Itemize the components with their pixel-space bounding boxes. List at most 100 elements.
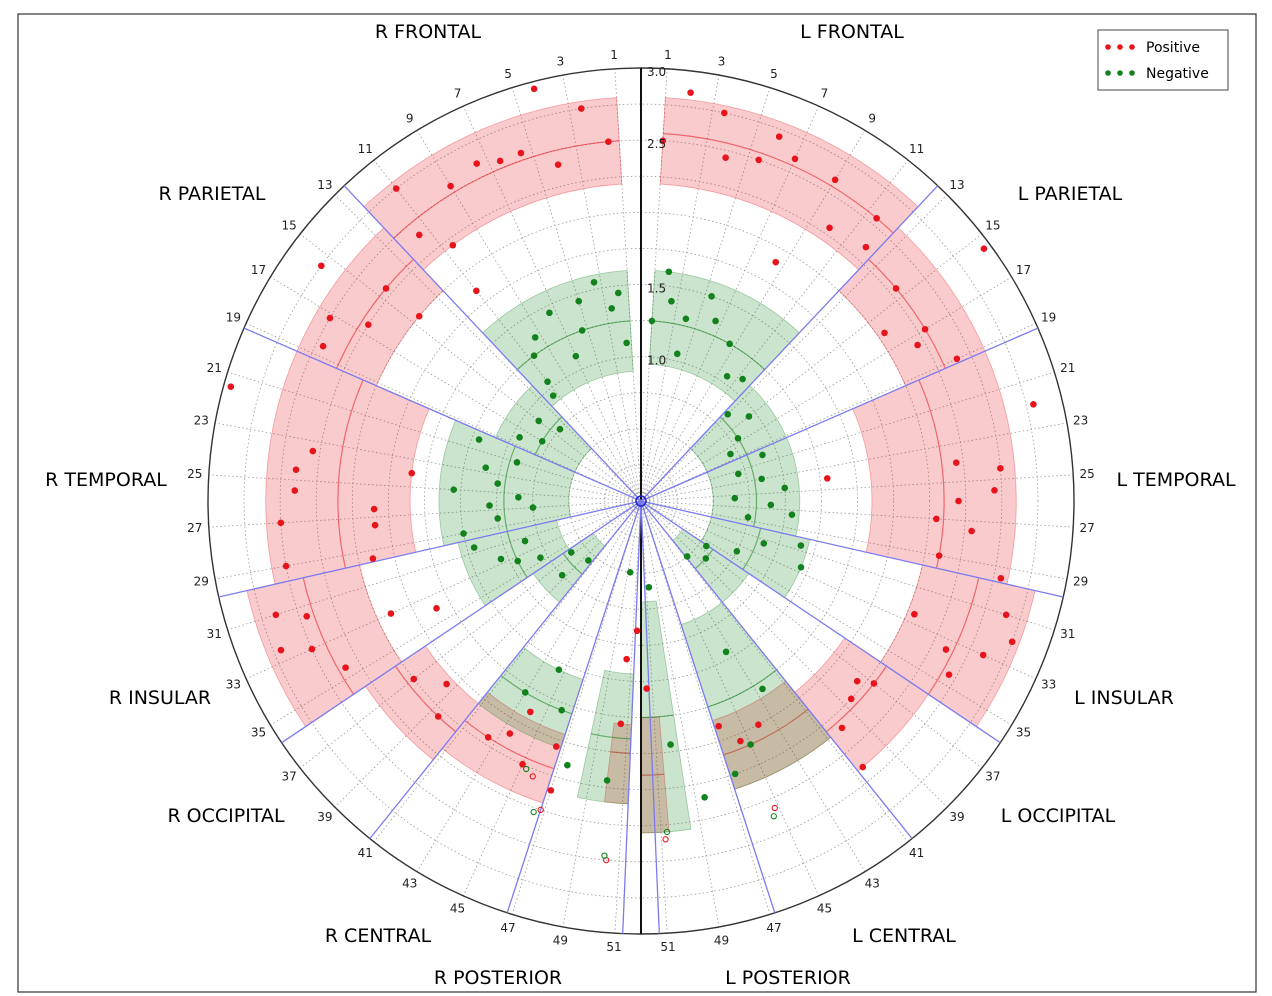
data-point-negative: [558, 706, 565, 714]
data-point-positive: [870, 680, 878, 687]
data-point-negative: [733, 548, 741, 555]
angular-tick-label: 35: [251, 725, 266, 739]
band-mean-arc-negative: [719, 416, 748, 456]
data-point-negative: [623, 339, 630, 347]
angular-tick-label: 47: [500, 921, 515, 935]
data-point-positive: [643, 685, 650, 692]
angular-tick-label: 33: [1041, 677, 1056, 691]
region-boundary: [640, 500, 1064, 598]
data-point-negative: [759, 685, 766, 693]
data-point-negative: [712, 317, 719, 325]
region-label-l-parietal: L PARIETAL: [1018, 183, 1123, 205]
grid-spoke: [215, 422, 642, 502]
data-point-positive: [408, 469, 416, 477]
data-point-negative: [701, 794, 708, 801]
data-point-positive: [318, 262, 325, 270]
angular-tick-label: 1: [664, 48, 672, 62]
data-point-positive: [952, 459, 960, 467]
data-point-positive: [715, 722, 722, 730]
data-point-positive: [633, 627, 641, 635]
band-mean-arc-positive: [302, 577, 355, 695]
tick-layer: 11 33557799111113131515171719192121232325…: [187, 48, 1095, 954]
region-boundary: [281, 500, 642, 744]
data-point-positive: [371, 521, 379, 529]
grid-spoke: [640, 194, 948, 502]
grid-spoke: [270, 276, 642, 502]
data-point-positive: [292, 466, 300, 473]
angular-tick-label: 51: [606, 940, 621, 954]
region-label-l-occipital: L OCCIPITAL: [1001, 805, 1116, 827]
data-point-negative: [514, 557, 522, 565]
angular-tick-label: 17: [251, 263, 266, 277]
data-point-negative: [572, 352, 580, 360]
band-mean-arc-negative: [516, 320, 631, 371]
data-point-positive: [291, 487, 299, 494]
data-point-positive: [859, 763, 867, 771]
angular-tick-label: 7: [821, 86, 829, 100]
region-label-r-central: R CENTRAL: [325, 925, 432, 947]
grid-spoke: [227, 371, 642, 502]
data-point-positive: [309, 447, 317, 455]
data-point-negative: [470, 544, 478, 551]
data-point-positive: [826, 224, 833, 232]
angular-tick-label: 27: [187, 521, 202, 535]
region-label-l-posterior: L POSTERIOR: [725, 967, 851, 989]
data-point-positive: [775, 133, 783, 140]
band-mean-arc-negative: [742, 528, 762, 570]
data-point-positive: [838, 724, 846, 732]
band-positive: [363, 97, 623, 271]
data-point-negative: [673, 350, 681, 358]
data-point-negative: [460, 530, 467, 537]
angular-tick-label: 41: [358, 846, 373, 860]
data-point-positive: [552, 743, 560, 750]
data-point-negative: [682, 315, 690, 323]
angular-tick-label: 21: [207, 361, 222, 375]
grid-ring: [532, 392, 750, 610]
data-point-positive: [935, 552, 943, 559]
region-boundary: [640, 185, 939, 502]
legend-negative-marker-3: [1129, 70, 1135, 76]
angular-tick-label: 45: [450, 902, 465, 916]
point-layer: [227, 85, 1037, 864]
region-boundary: [640, 500, 1001, 744]
angular-tick-label: 37: [281, 770, 296, 784]
data-point-negative: [788, 511, 796, 519]
region-label-l-insular: L INSULAR: [1074, 687, 1174, 709]
grid-ring: [460, 320, 822, 682]
band-mean-arc-positive: [825, 665, 888, 733]
data-point-negative: [475, 436, 483, 443]
angular-tick-label: 25: [187, 467, 202, 481]
data-point-positive: [303, 613, 311, 620]
band-mean-arc-positive: [337, 379, 364, 569]
data-point-negative: [703, 542, 710, 550]
band-mean-arc-negative: [506, 531, 528, 578]
data-point-negative: [723, 372, 731, 380]
data-point-negative: [531, 334, 539, 341]
data-point-positive: [517, 149, 525, 157]
data-point-negative: [734, 435, 742, 442]
grid-spoke: [640, 130, 866, 502]
data-point-positive: [737, 737, 744, 745]
grid-spoke: [334, 194, 642, 502]
hollow-point-negative: [770, 813, 777, 820]
data-point-negative: [494, 515, 502, 522]
data-point-negative: [731, 494, 739, 502]
data-point-positive: [873, 214, 880, 222]
data-point-positive: [755, 156, 763, 164]
region-boundary: [640, 327, 1039, 502]
hollow-point-negative: [523, 765, 530, 773]
angular-tick-label: 19: [1041, 311, 1056, 325]
data-point-negative: [486, 502, 493, 509]
data-point-positive: [623, 655, 630, 663]
angular-tick-label: 39: [317, 810, 332, 824]
angular-tick-label: 23: [1073, 413, 1088, 427]
data-point-positive: [1002, 611, 1010, 619]
data-point-negative: [544, 378, 551, 386]
data-point-negative: [555, 666, 563, 673]
data-point-positive: [484, 734, 492, 741]
angular-tick-label: 13: [949, 178, 964, 192]
data-point-positive: [272, 611, 280, 619]
angular-tick-label: 33: [226, 677, 241, 691]
data-point-positive: [392, 185, 400, 192]
data-point-positive: [364, 321, 372, 328]
